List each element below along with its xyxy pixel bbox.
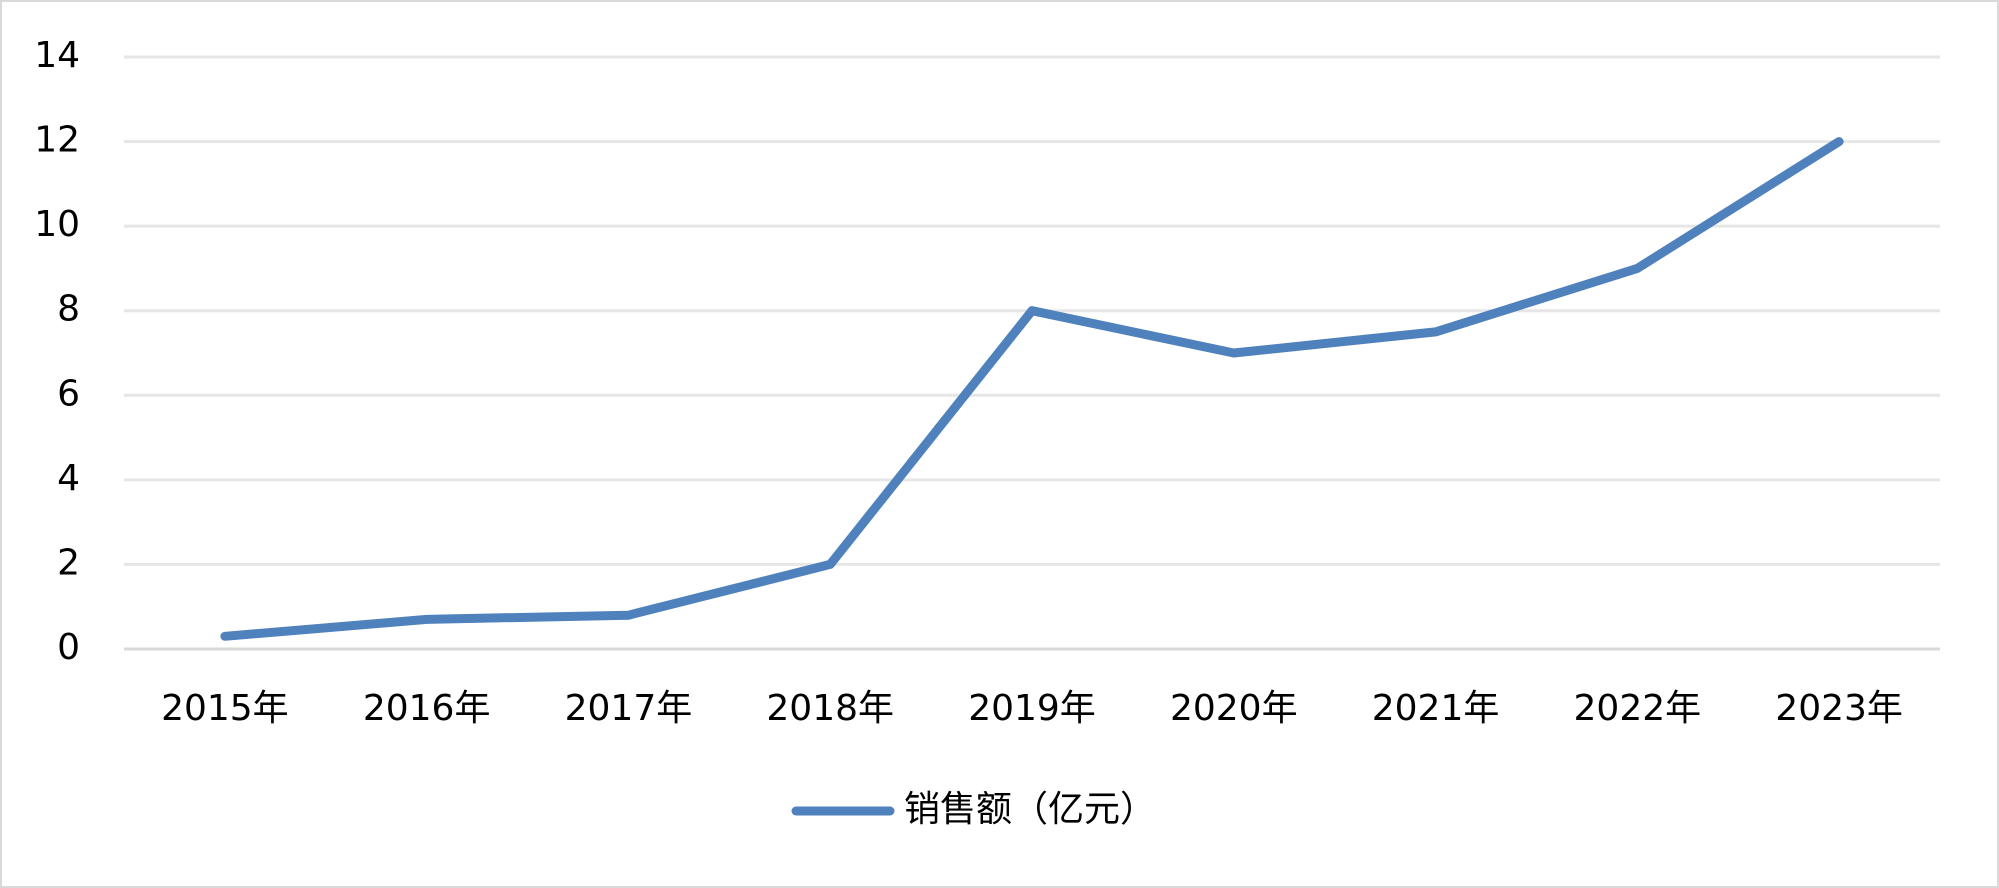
- y-tick-label: 10: [34, 204, 80, 245]
- y-tick-label: 6: [57, 373, 80, 414]
- y-tick-label: 12: [34, 120, 80, 161]
- x-tick-label: 2018年: [766, 688, 894, 729]
- x-tick-label: 2017年: [565, 688, 693, 729]
- x-tick-label: 2023年: [1775, 688, 1903, 729]
- x-tick-label: 2016年: [363, 688, 491, 729]
- y-tick-label: 0: [57, 627, 80, 668]
- legend-label: 销售额（亿元）: [904, 789, 1156, 830]
- y-tick-label: 8: [57, 289, 80, 330]
- x-tick-label: 2022年: [1574, 688, 1702, 729]
- x-tick-label: 2021年: [1372, 688, 1500, 729]
- y-tick-label: 2: [57, 542, 80, 583]
- x-tick-label: 2015年: [161, 688, 289, 729]
- x-tick-label: 2020年: [1170, 688, 1298, 729]
- y-tick-label: 14: [34, 35, 80, 76]
- y-tick-label: 4: [57, 458, 80, 499]
- line-series: [220, 137, 1844, 641]
- x-tick-label: 2019年: [968, 688, 1096, 729]
